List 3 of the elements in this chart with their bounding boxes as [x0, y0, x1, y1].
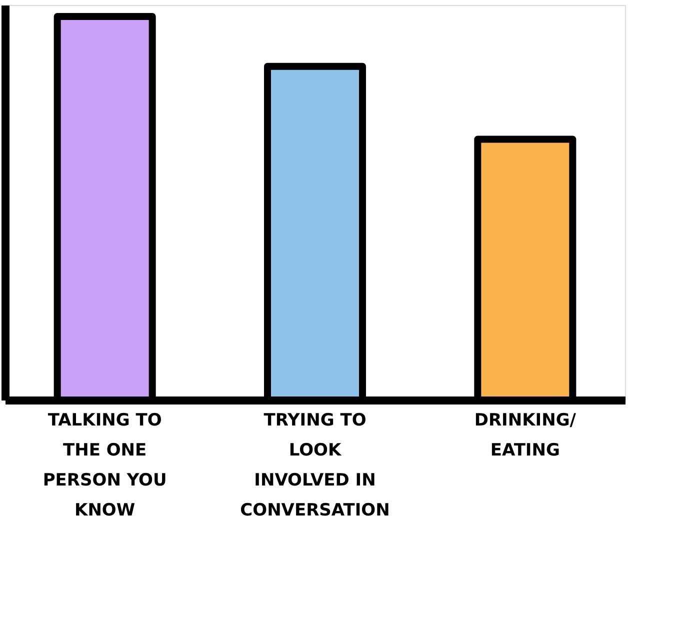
x-tick-label: DRINKING/ EATING: [474, 410, 577, 460]
x-tick-label: TALKING TO THE ONE PERSON YOU KNOW: [42, 410, 167, 520]
x-tick-label: TRYING TO LOOK INVOLVED IN CONVERSATION: [240, 410, 390, 520]
